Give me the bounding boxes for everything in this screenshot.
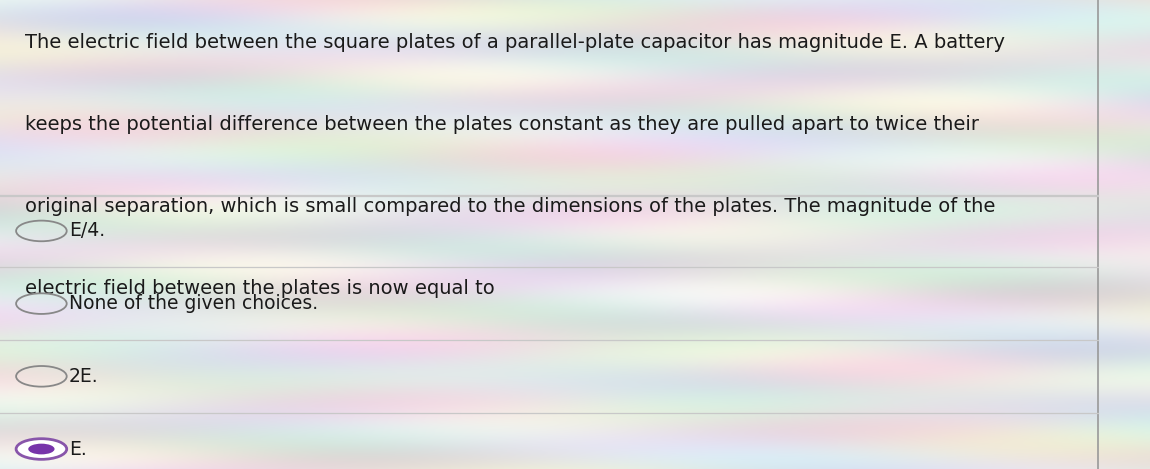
Text: keeps the potential difference between the plates constant as they are pulled ap: keeps the potential difference between t… [25, 115, 980, 134]
Text: E.: E. [69, 439, 86, 459]
Text: 2E.: 2E. [69, 367, 99, 386]
Text: electric field between the plates is now equal to: electric field between the plates is now… [25, 279, 494, 298]
Text: The electric field between the square plates of a parallel-plate capacitor has m: The electric field between the square pl… [25, 33, 1005, 52]
Text: E/4.: E/4. [69, 221, 105, 241]
Text: original separation, which is small compared to the dimensions of the plates. Th: original separation, which is small comp… [25, 197, 996, 216]
Circle shape [16, 439, 67, 459]
Text: None of the given choices.: None of the given choices. [69, 294, 319, 313]
Circle shape [29, 444, 54, 454]
